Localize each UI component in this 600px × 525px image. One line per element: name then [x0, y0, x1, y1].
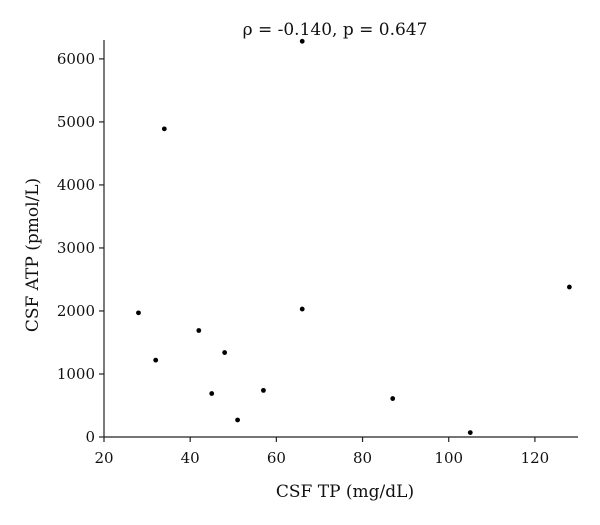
- x-axis: 20 40 60 80 100 120: [94, 436, 578, 467]
- x-axis-label: CSF TP (mg/dL): [276, 482, 414, 502]
- data-point: [566, 284, 572, 290]
- y-axis: 0 1000 2000 3000 4000 5000 6000: [57, 40, 105, 446]
- y-axis-label: CSF ATP (pmol/L): [23, 178, 43, 332]
- data-point: [196, 328, 202, 333]
- chart-title: ρ = -0.140, p = 0.647: [243, 20, 428, 40]
- data-point: [161, 126, 167, 132]
- data-point: [299, 38, 305, 44]
- x-tick-label: 60: [267, 449, 286, 467]
- x-tick-label: 100: [434, 449, 463, 467]
- y-tick-label: 0: [85, 428, 95, 446]
- data-point: [136, 310, 141, 316]
- data-point: [235, 417, 240, 423]
- y-tick-label: 4000: [57, 176, 95, 194]
- x-tick-label: 80: [353, 449, 372, 467]
- data-point: [153, 357, 159, 363]
- data-point: [299, 306, 305, 312]
- data-point: [467, 430, 473, 435]
- y-tick-label: 5000: [57, 113, 95, 131]
- y-tick-label: 1000: [57, 365, 95, 383]
- data-point: [261, 387, 266, 393]
- y-tick-label: 2000: [57, 302, 95, 320]
- x-tick-label: 20: [94, 449, 113, 467]
- data-point: [209, 391, 215, 396]
- data-point: [222, 350, 228, 355]
- x-tick-label: 120: [521, 449, 550, 467]
- y-tick-label: 3000: [57, 239, 95, 257]
- x-tick-label: 40: [181, 449, 200, 467]
- data-points: [136, 38, 572, 435]
- y-tick-label: 6000: [57, 50, 95, 68]
- data-point: [390, 396, 396, 401]
